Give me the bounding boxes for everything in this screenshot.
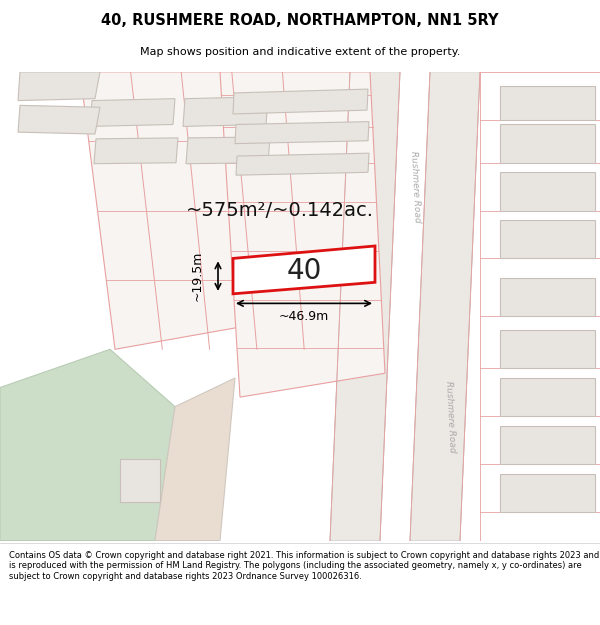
Text: ~19.5m: ~19.5m xyxy=(191,251,204,301)
Polygon shape xyxy=(90,99,175,126)
Polygon shape xyxy=(220,72,385,397)
Text: ~46.9m: ~46.9m xyxy=(279,310,329,323)
Text: 40: 40 xyxy=(286,257,322,285)
Text: 40, RUSHMERE ROAD, NORTHAMPTON, NN1 5RY: 40, RUSHMERE ROAD, NORTHAMPTON, NN1 5RY xyxy=(101,12,499,28)
Polygon shape xyxy=(500,330,595,368)
Text: Contains OS data © Crown copyright and database right 2021. This information is : Contains OS data © Crown copyright and d… xyxy=(9,551,599,581)
Polygon shape xyxy=(120,459,160,503)
Polygon shape xyxy=(155,378,235,541)
Polygon shape xyxy=(500,173,595,211)
Text: ~575m²/~0.142ac.: ~575m²/~0.142ac. xyxy=(186,201,374,220)
Text: Rushmere Road: Rushmere Road xyxy=(443,380,457,452)
Polygon shape xyxy=(18,106,100,134)
Polygon shape xyxy=(330,72,400,541)
Polygon shape xyxy=(233,246,375,294)
Polygon shape xyxy=(500,124,595,162)
Polygon shape xyxy=(233,89,368,114)
Polygon shape xyxy=(410,72,480,541)
Polygon shape xyxy=(80,72,330,349)
Polygon shape xyxy=(500,86,595,120)
Polygon shape xyxy=(500,220,595,258)
Polygon shape xyxy=(18,72,100,101)
Polygon shape xyxy=(186,137,270,164)
Text: Rushmere Road: Rushmere Road xyxy=(409,151,421,222)
Polygon shape xyxy=(500,426,595,464)
Polygon shape xyxy=(235,122,369,144)
Polygon shape xyxy=(183,97,268,126)
Polygon shape xyxy=(0,349,175,541)
Polygon shape xyxy=(500,278,595,316)
Polygon shape xyxy=(500,474,595,512)
Polygon shape xyxy=(236,153,369,175)
Text: Map shows position and indicative extent of the property.: Map shows position and indicative extent… xyxy=(140,47,460,57)
Polygon shape xyxy=(500,378,595,416)
Polygon shape xyxy=(94,138,178,164)
